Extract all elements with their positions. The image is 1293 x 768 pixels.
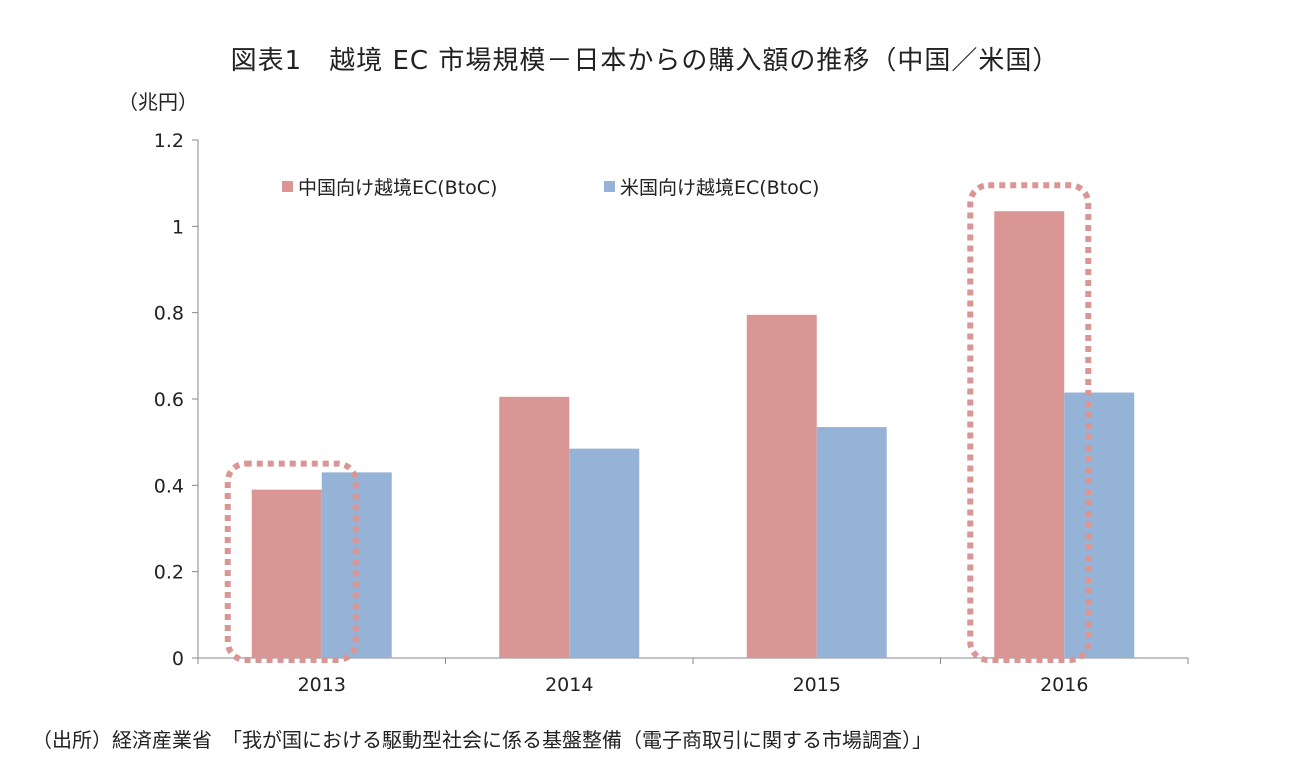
chart-bars	[251, 211, 1135, 658]
y-tick-label: 0	[172, 648, 184, 670]
highlight-box-2016	[967, 182, 1092, 663]
y-tick-label: 0.6	[154, 389, 184, 411]
y-tick-label: 0.2	[154, 562, 184, 584]
bar-us-2016	[1064, 392, 1135, 658]
x-tick-label: 2014	[545, 674, 593, 696]
x-tick-label: 2016	[1040, 674, 1088, 696]
bar-china-2015	[746, 314, 817, 658]
y-tick-label: 1.2	[154, 130, 184, 152]
bar-us-2015	[816, 427, 887, 658]
y-tick-label: 0.4	[154, 475, 184, 497]
bar-china-2016	[994, 211, 1065, 658]
chart-legend: 中国向け越境EC(BtoC) 米国向け越境EC(BtoC)	[282, 177, 819, 199]
bar-china-2013	[251, 489, 322, 658]
legend-swatch	[604, 181, 615, 192]
y-tick-label: 0.8	[154, 303, 184, 325]
highlight-box-2013	[224, 460, 359, 663]
legend-label: 中国向け越境EC(BtoC)	[298, 177, 497, 199]
legend-swatch	[282, 181, 293, 192]
y-axis-unit-label: （兆円）	[118, 90, 198, 114]
chart-axes: 0 0.2 0.4 0.6 0.8 1 1.2 2013 2014 2015 2016	[154, 130, 1189, 696]
chart-title: 図表1 越境 EC 市場規模－日本からの購入額の推移（中国／米国）	[230, 46, 1060, 76]
highlight-boxes	[224, 182, 1092, 663]
x-tick-label: 2013	[298, 674, 346, 696]
source-note: （出所）経済産業省 「我が国における駆動型社会に係る基盤整備（電子商取引に関する…	[32, 728, 932, 752]
y-tick-label: 1	[172, 216, 184, 238]
bar-us-2014	[569, 448, 640, 658]
x-tick-label: 2015	[793, 674, 841, 696]
legend-label: 米国向け越境EC(BtoC)	[620, 177, 819, 199]
bar-china-2014	[499, 396, 570, 658]
